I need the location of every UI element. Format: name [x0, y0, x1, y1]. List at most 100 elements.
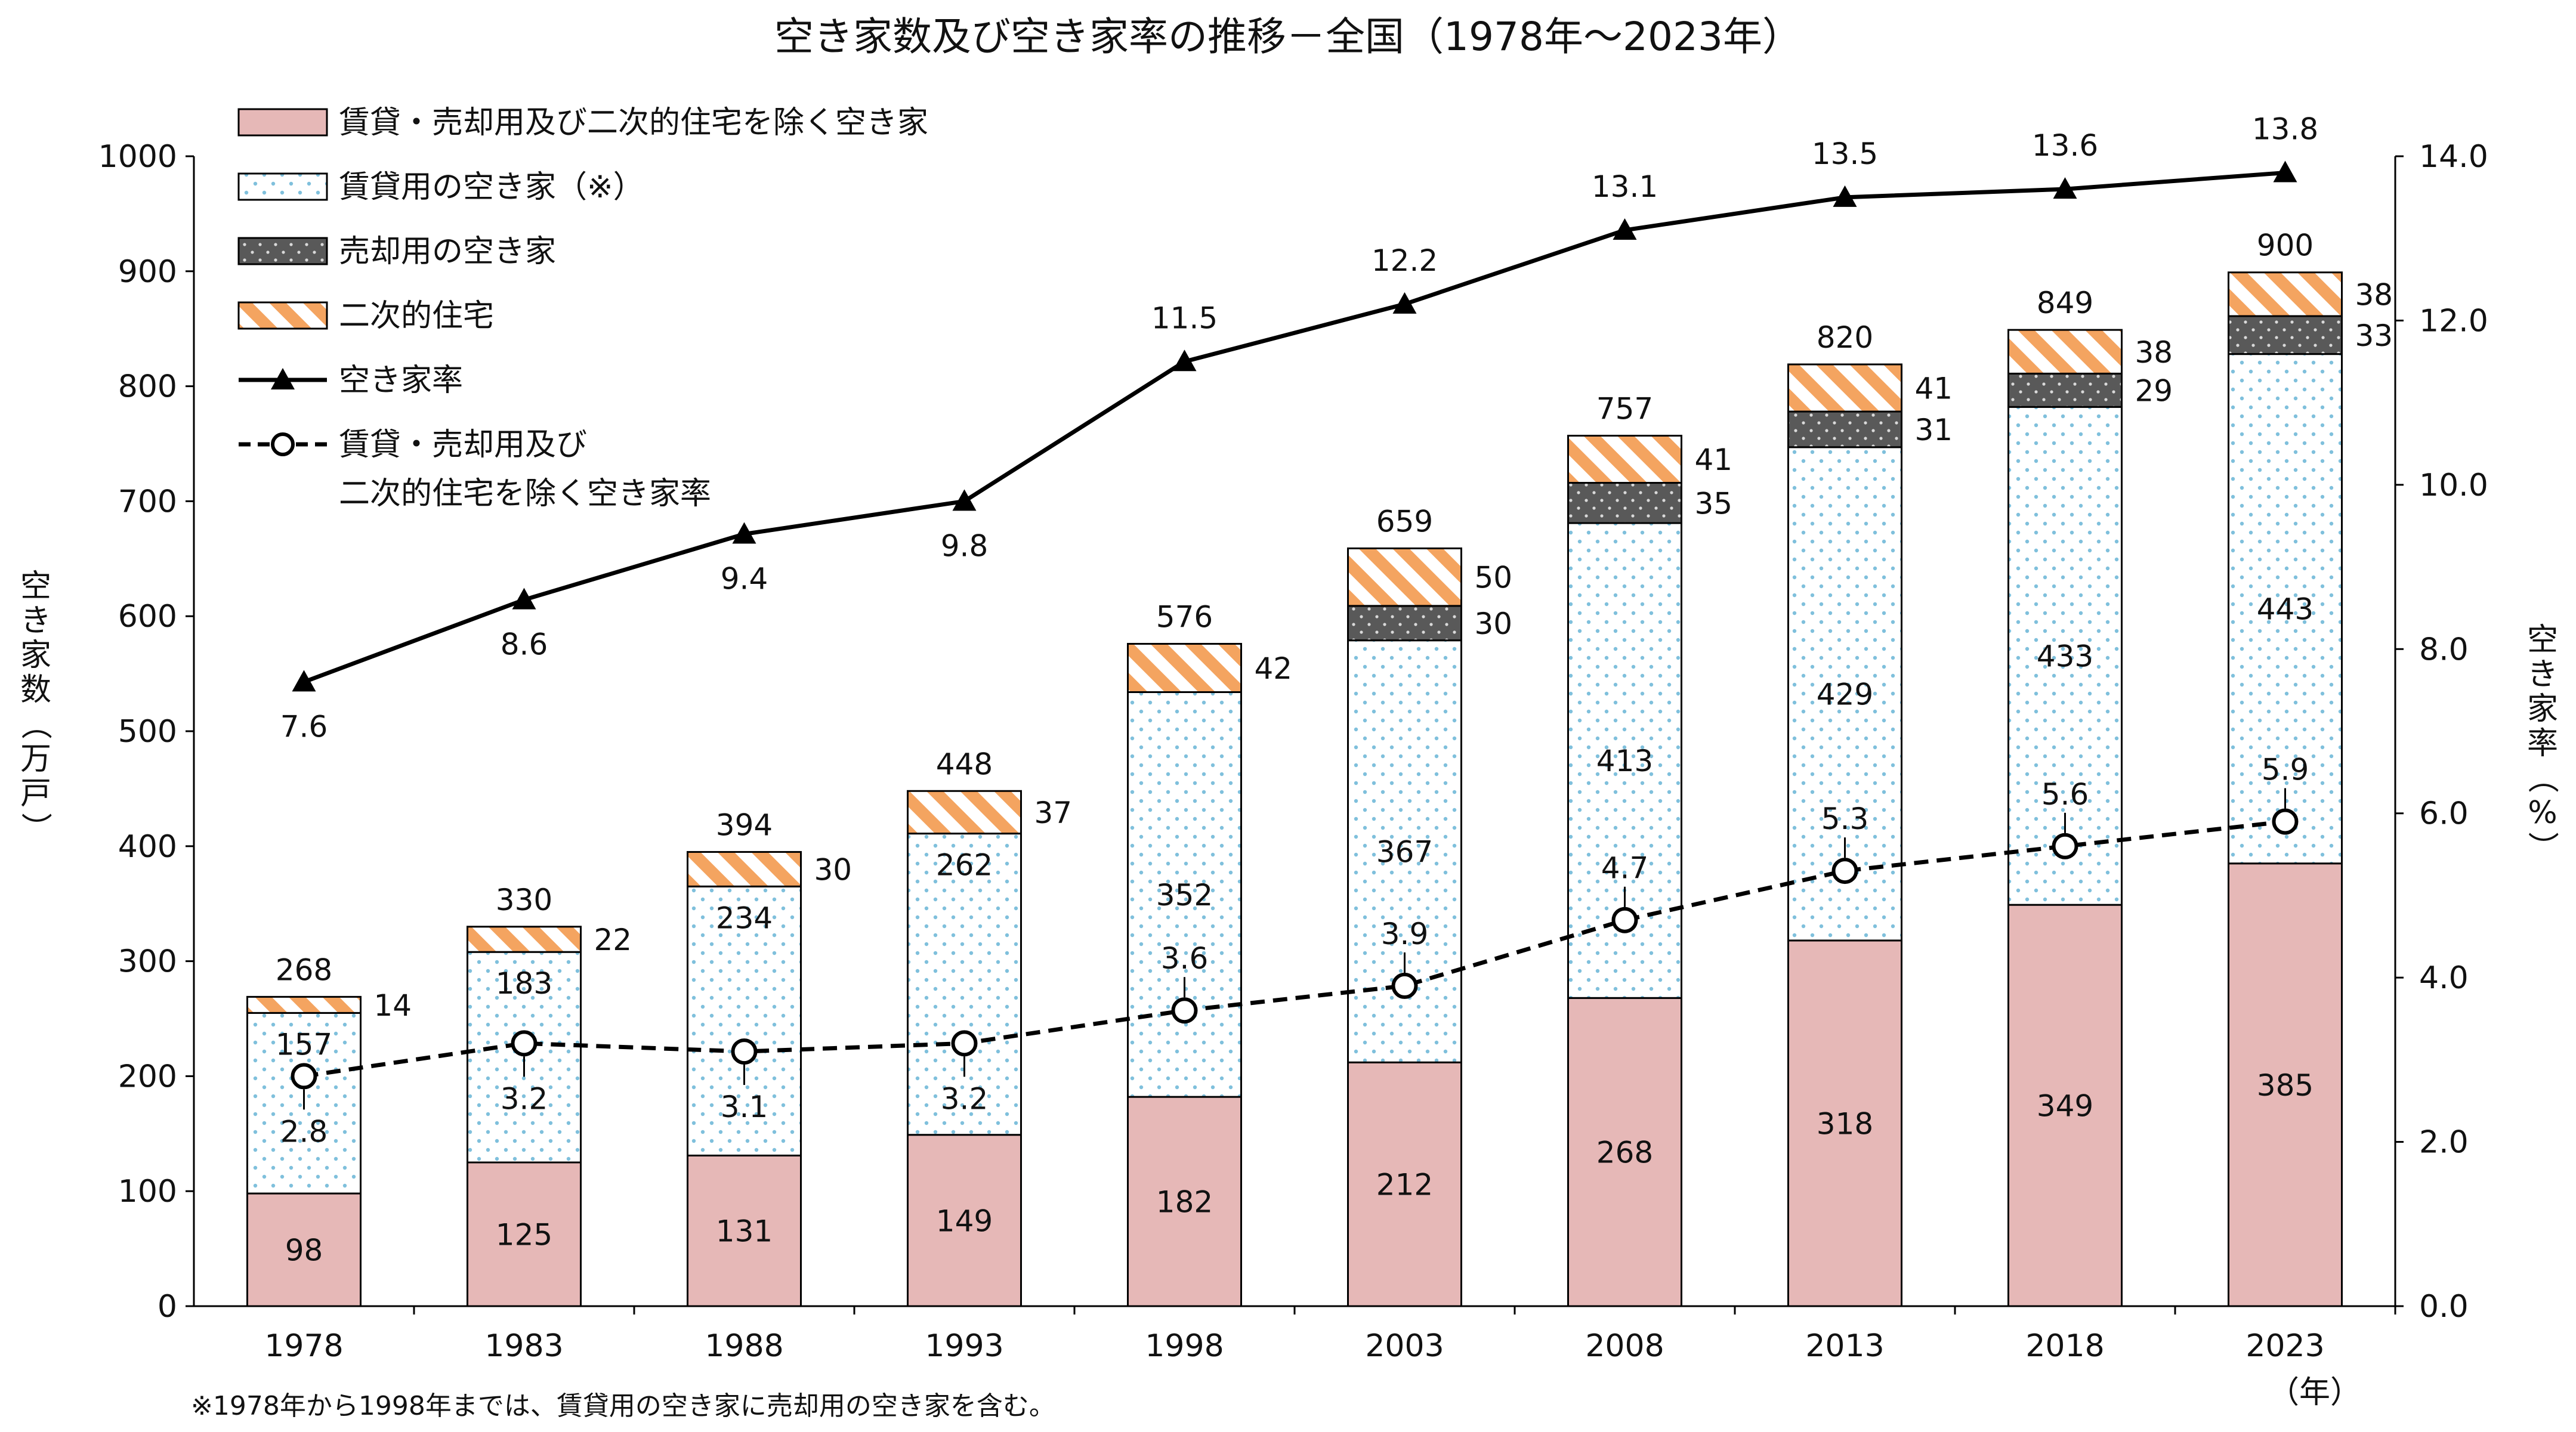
vacancy-rate-marker [1392, 292, 1417, 314]
bar-segment [1347, 547, 1462, 607]
axis-title-char: 空 [2527, 622, 2558, 658]
left-tick-label: 500 [118, 714, 177, 750]
axis-title-char: 万 [20, 741, 51, 777]
axis-title-char: ） [2524, 831, 2560, 862]
bars: 98 157 14 268 125 183 22 330 131 234 30 394 149 262 37… [246, 228, 2393, 1307]
left-tick-label: 600 [118, 599, 177, 635]
bar-segment [1127, 1096, 1242, 1307]
bar-value-label: 98 [285, 1233, 323, 1268]
other-vacancy-rate-label: 5.6 [2041, 777, 2089, 812]
bar-value-label: 35 [1695, 486, 1733, 521]
right-tick-label: 12.0 [2419, 303, 2488, 339]
right-tick-label: 4.0 [2419, 960, 2469, 996]
bar-total-label: 659 [1376, 504, 1433, 539]
bar-value-label: 42 [1255, 651, 1293, 686]
bar-segment [2007, 372, 2123, 408]
x-tick-label: 1988 [705, 1328, 783, 1364]
x-tick-label: 1978 [264, 1328, 343, 1364]
vacancy-rate-label: 11.5 [1151, 301, 1218, 335]
bar-total-label: 757 [1596, 392, 1653, 426]
bar-value-label: 50 [1475, 561, 1513, 595]
lines: 7.6 8.6 9.4 9.8 11.5 12.2 13.1 13.5 13.6 13.8 2.8 3… [280, 112, 2318, 1149]
legend-label: 賃貸用の空き家（※） [339, 169, 644, 205]
left-tick-label: 200 [118, 1059, 177, 1094]
vacancy-rate-marker [952, 489, 977, 511]
other-vacancy-rate-label: 2.8 [280, 1114, 328, 1149]
bar-value-label: 157 [276, 1027, 332, 1062]
bar-value-label: 234 [716, 901, 773, 935]
bar-total-label: 576 [1156, 599, 1213, 634]
bar-segment [467, 1161, 582, 1307]
vacancy-rate-label: 13.6 [2032, 128, 2098, 163]
other-vacancy-rate-marker [511, 1030, 538, 1057]
legend-circle-marker [271, 432, 295, 456]
bar-segment [2228, 271, 2343, 317]
bar-segment [1347, 605, 1462, 642]
legend-label: 二次的住宅 [339, 298, 494, 334]
axes: 0 100 200 300 400 500 600 700 800 900 1000 0.0 2.0 4.… [17, 139, 2560, 1411]
bar-value-label: 183 [496, 966, 552, 1001]
bar-total-label: 900 [2257, 228, 2314, 263]
bar-value-label: 413 [1596, 744, 1653, 778]
bar-value-label: 433 [2037, 639, 2093, 674]
other-vacancy-rate-label: 3.2 [501, 1081, 548, 1116]
bar-segment [907, 833, 1022, 1136]
axis-title-char: 空 [20, 568, 51, 604]
bar-value-label: 429 [1817, 677, 1873, 712]
chart-title: 空き家数及び空き家率の推移－全国（1978年～2023年） [774, 14, 1802, 60]
bar-segment [1787, 363, 1902, 413]
other-vacancy-rate-label: 4.7 [1601, 851, 1649, 886]
vacancy-rate-marker [1833, 185, 1857, 207]
vacancy-rate-label: 13.5 [1812, 137, 1878, 171]
legend-label: 二次的住宅を除く空き家率 [339, 476, 711, 512]
vacancy-rate-marker [1613, 218, 1637, 240]
bar-value-label: 22 [594, 923, 632, 957]
bar-value-label: 268 [1596, 1136, 1653, 1170]
other-vacancy-rate-marker [1171, 997, 1198, 1024]
bar-value-label: 38 [2355, 277, 2393, 312]
vacancy-rate-label: 9.8 [941, 528, 989, 563]
vacancy-rate-label: 13.8 [2252, 112, 2318, 147]
bar-total-label: 330 [496, 883, 552, 917]
axis-title-char: （ [17, 709, 53, 740]
axis-title-char: 率 [2527, 726, 2558, 762]
bar-segment [467, 926, 582, 953]
bar-segment [1567, 435, 1682, 484]
vacancy-rate-label: 9.4 [721, 561, 768, 596]
legend-swatch [237, 301, 328, 330]
right-tick-label: 2.0 [2419, 1125, 2469, 1161]
right-tick-label: 8.0 [2419, 632, 2469, 667]
bar-segment [1127, 691, 1242, 1098]
right-tick-label: 0.0 [2419, 1289, 2469, 1325]
x-tick-label: 2023 [2245, 1328, 2324, 1364]
bar-value-label: 125 [496, 1218, 552, 1252]
bar-segment [687, 850, 802, 887]
bar-value-label: 14 [374, 988, 412, 1023]
axis-title-char: ） [17, 812, 53, 843]
left-tick-label: 800 [118, 369, 177, 405]
bar-segment [687, 885, 802, 1156]
bar-segment [246, 995, 362, 1014]
x-tick-label: 2003 [1365, 1328, 1444, 1364]
other-vacancy-rate-label: 5.3 [1821, 802, 1869, 836]
axis-title-char: 家 [20, 638, 51, 673]
axis-title-char: （ [2524, 762, 2560, 793]
bar-value-label: 349 [2037, 1089, 2093, 1124]
legend-swatch [237, 108, 328, 137]
other-vacancy-rate-marker [731, 1038, 758, 1065]
bar-segment [1567, 997, 1682, 1307]
vacancy-rate-label: 12.2 [1372, 243, 1438, 278]
vacancy-rate-marker [292, 670, 316, 692]
right-axis-title: 空き家率（%） [2524, 622, 2560, 862]
bar-value-label: 149 [936, 1204, 993, 1238]
legend-label: 賃貸・売却用及び二次的住宅を除く空き家 [339, 105, 928, 141]
bar-value-label: 318 [1817, 1106, 1873, 1141]
left-tick-label: 400 [118, 829, 177, 865]
other-vacancy-rate-label: 3.2 [941, 1081, 989, 1116]
vacancy-rate-marker [512, 587, 536, 610]
bar-value-label: 131 [716, 1214, 773, 1249]
legend-label: 売却用の空き家 [339, 234, 556, 270]
bar-segment [1567, 482, 1682, 524]
